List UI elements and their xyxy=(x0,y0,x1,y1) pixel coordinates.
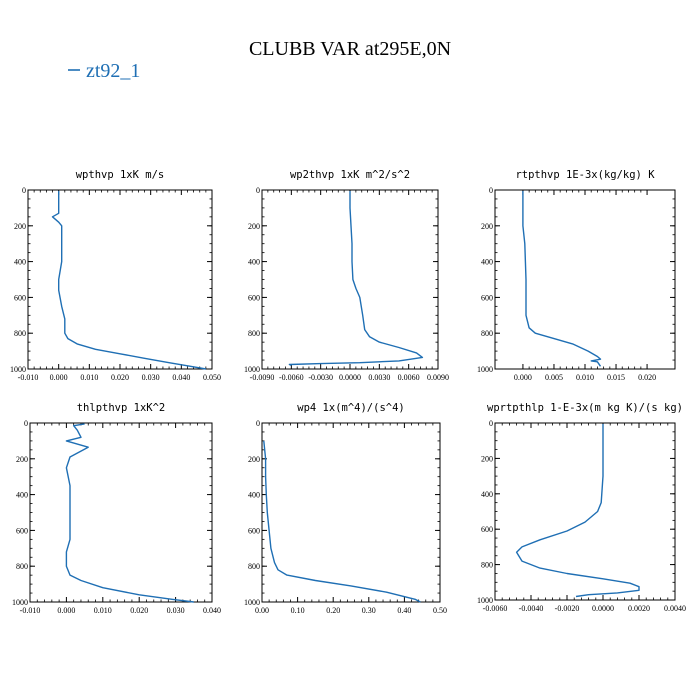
x-tick-label: 0.000 xyxy=(50,373,68,382)
x-tick-label: 0.00 xyxy=(255,606,269,615)
subplot-1: wpthvp 1xK m/s 0 200 400 600 800 1000-0.010 0.0… xyxy=(10,169,221,382)
x-tick-label: 0.000 xyxy=(57,606,75,615)
x-tick-label: -0.010 xyxy=(20,606,41,615)
y-tick-label: 0 xyxy=(24,419,28,428)
subplot-4: thlpthvp 1xK^2 0 200 400 600 800 1000-0.010 0.0… xyxy=(12,402,221,615)
x-tick-label: 0.020 xyxy=(130,606,148,615)
y-tick-label: 400 xyxy=(248,491,260,500)
x-tick-label: -0.0090 xyxy=(250,373,275,382)
y-tick-label: 600 xyxy=(14,293,26,302)
y-tick-label: 800 xyxy=(16,562,28,571)
y-tick-label: 200 xyxy=(481,222,493,231)
x-tick-label: 0.0090 xyxy=(427,373,449,382)
x-tick-label: 0.015 xyxy=(607,373,625,382)
y-tick-label: 1000 xyxy=(244,598,260,607)
x-tick-label: 0.010 xyxy=(576,373,594,382)
x-tick-label: 0.30 xyxy=(362,606,376,615)
series-line xyxy=(263,440,421,603)
y-tick-label: 0 xyxy=(256,186,260,195)
subplot-6: wprtpthlp 1-E-3x(m kg K)/(s kg) 0 200 400 60… xyxy=(477,402,686,613)
x-tick-label: 0.040 xyxy=(203,606,221,615)
y-tick-label: 400 xyxy=(481,258,493,267)
x-tick-label: 0.0030 xyxy=(368,373,390,382)
y-tick-label: 800 xyxy=(481,561,493,570)
subplot-2: wp2thvp 1xK m^2/s^202004006008001000-0.0… xyxy=(244,169,449,382)
x-tick-label: 0.010 xyxy=(80,373,98,382)
x-tick-label: 0.040 xyxy=(172,373,190,382)
y-tick-label: 600 xyxy=(16,526,28,535)
x-tick-label: 0.020 xyxy=(638,373,656,382)
x-tick-label: 0.050 xyxy=(203,373,221,382)
subplot-title: wp2thvp 1xK m^2/s^2 xyxy=(290,169,410,181)
series-line xyxy=(522,190,602,367)
subplot-title: wpthvp 1xK m/s xyxy=(76,169,165,181)
y-tick-label: 1000 xyxy=(10,365,26,374)
x-tick-label: 0.000 xyxy=(514,373,532,382)
y-tick-label: 1000 xyxy=(12,598,28,607)
plot-frame xyxy=(494,422,676,601)
x-tick-label: -0.0020 xyxy=(555,604,580,613)
series-line xyxy=(288,190,424,367)
legend-label: zt92_1 xyxy=(86,60,140,82)
x-tick-label: 0.10 xyxy=(291,606,305,615)
y-tick-label: 0 xyxy=(489,186,493,195)
y-tick-label: 800 xyxy=(248,562,260,571)
plot-frame xyxy=(27,189,213,370)
x-tick-label: 0.010 xyxy=(94,606,112,615)
y-tick-label: 600 xyxy=(248,293,260,302)
y-tick-label: 400 xyxy=(14,258,26,267)
y-tick-label: 200 xyxy=(14,222,26,231)
y-tick-label: 1000 xyxy=(477,365,493,374)
x-tick-label: 0.20 xyxy=(326,606,340,615)
x-tick-label: 0.030 xyxy=(142,373,160,382)
y-tick-label: 0 xyxy=(256,419,260,428)
series-line xyxy=(515,423,640,598)
y-tick-label: 600 xyxy=(481,525,493,534)
plot-frame xyxy=(29,422,213,603)
subplot-title: wp4 1x(m^4)/(s^4) xyxy=(297,402,404,414)
plot-frame xyxy=(494,189,676,370)
y-tick-label: 400 xyxy=(248,258,260,267)
y-tick-label: 200 xyxy=(481,454,493,463)
x-tick-label: 0.005 xyxy=(545,373,563,382)
x-tick-label: 0.020 xyxy=(111,373,129,382)
x-tick-label: 0.0020 xyxy=(628,604,650,613)
y-tick-label: 200 xyxy=(248,222,260,231)
series-line xyxy=(65,423,194,603)
subplot-3: rtpthvp 1E-3x(kg/kg) K 0 200 400 600 800 1000 0… xyxy=(477,169,676,382)
y-tick-label: 800 xyxy=(248,329,260,338)
x-tick-label: 0.50 xyxy=(433,606,447,615)
y-tick-label: 200 xyxy=(248,455,260,464)
y-tick-label: 800 xyxy=(481,329,493,338)
y-tick-label: 1000 xyxy=(477,596,493,605)
y-tick-label: 200 xyxy=(16,455,28,464)
x-tick-label: 0.030 xyxy=(167,606,185,615)
y-tick-label: 800 xyxy=(14,329,26,338)
x-tick-label: -0.010 xyxy=(18,373,39,382)
y-tick-label: 1000 xyxy=(244,365,260,374)
y-tick-label: 400 xyxy=(481,490,493,499)
series-line xyxy=(51,190,207,370)
y-tick-label: 600 xyxy=(248,526,260,535)
subplot-title: wprtpthlp 1-E-3x(m kg K)/(s kg) xyxy=(487,402,683,414)
y-tick-label: 0 xyxy=(489,419,493,428)
subplot-title: thlpthvp 1xK^2 xyxy=(77,402,166,414)
subplot-title: rtpthvp 1E-3x(kg/kg) K xyxy=(515,169,655,181)
x-tick-label: -0.0040 xyxy=(519,604,544,613)
x-tick-label: 0.40 xyxy=(397,606,411,615)
y-tick-label: 600 xyxy=(481,293,493,302)
x-tick-label: -0.0060 xyxy=(279,373,304,382)
y-tick-label: 0 xyxy=(22,186,26,195)
y-tick-label: 400 xyxy=(16,491,28,500)
x-tick-label: 0.0060 xyxy=(398,373,420,382)
x-tick-label: -0.0030 xyxy=(308,373,333,382)
x-tick-label: -0.0060 xyxy=(483,604,508,613)
figure-title: CLUBB VAR at295E,0N xyxy=(249,38,451,60)
x-tick-label: 0.0000 xyxy=(339,373,361,382)
x-tick-label: 0.0000 xyxy=(592,604,614,613)
x-tick-label: 0.0040 xyxy=(664,604,686,613)
